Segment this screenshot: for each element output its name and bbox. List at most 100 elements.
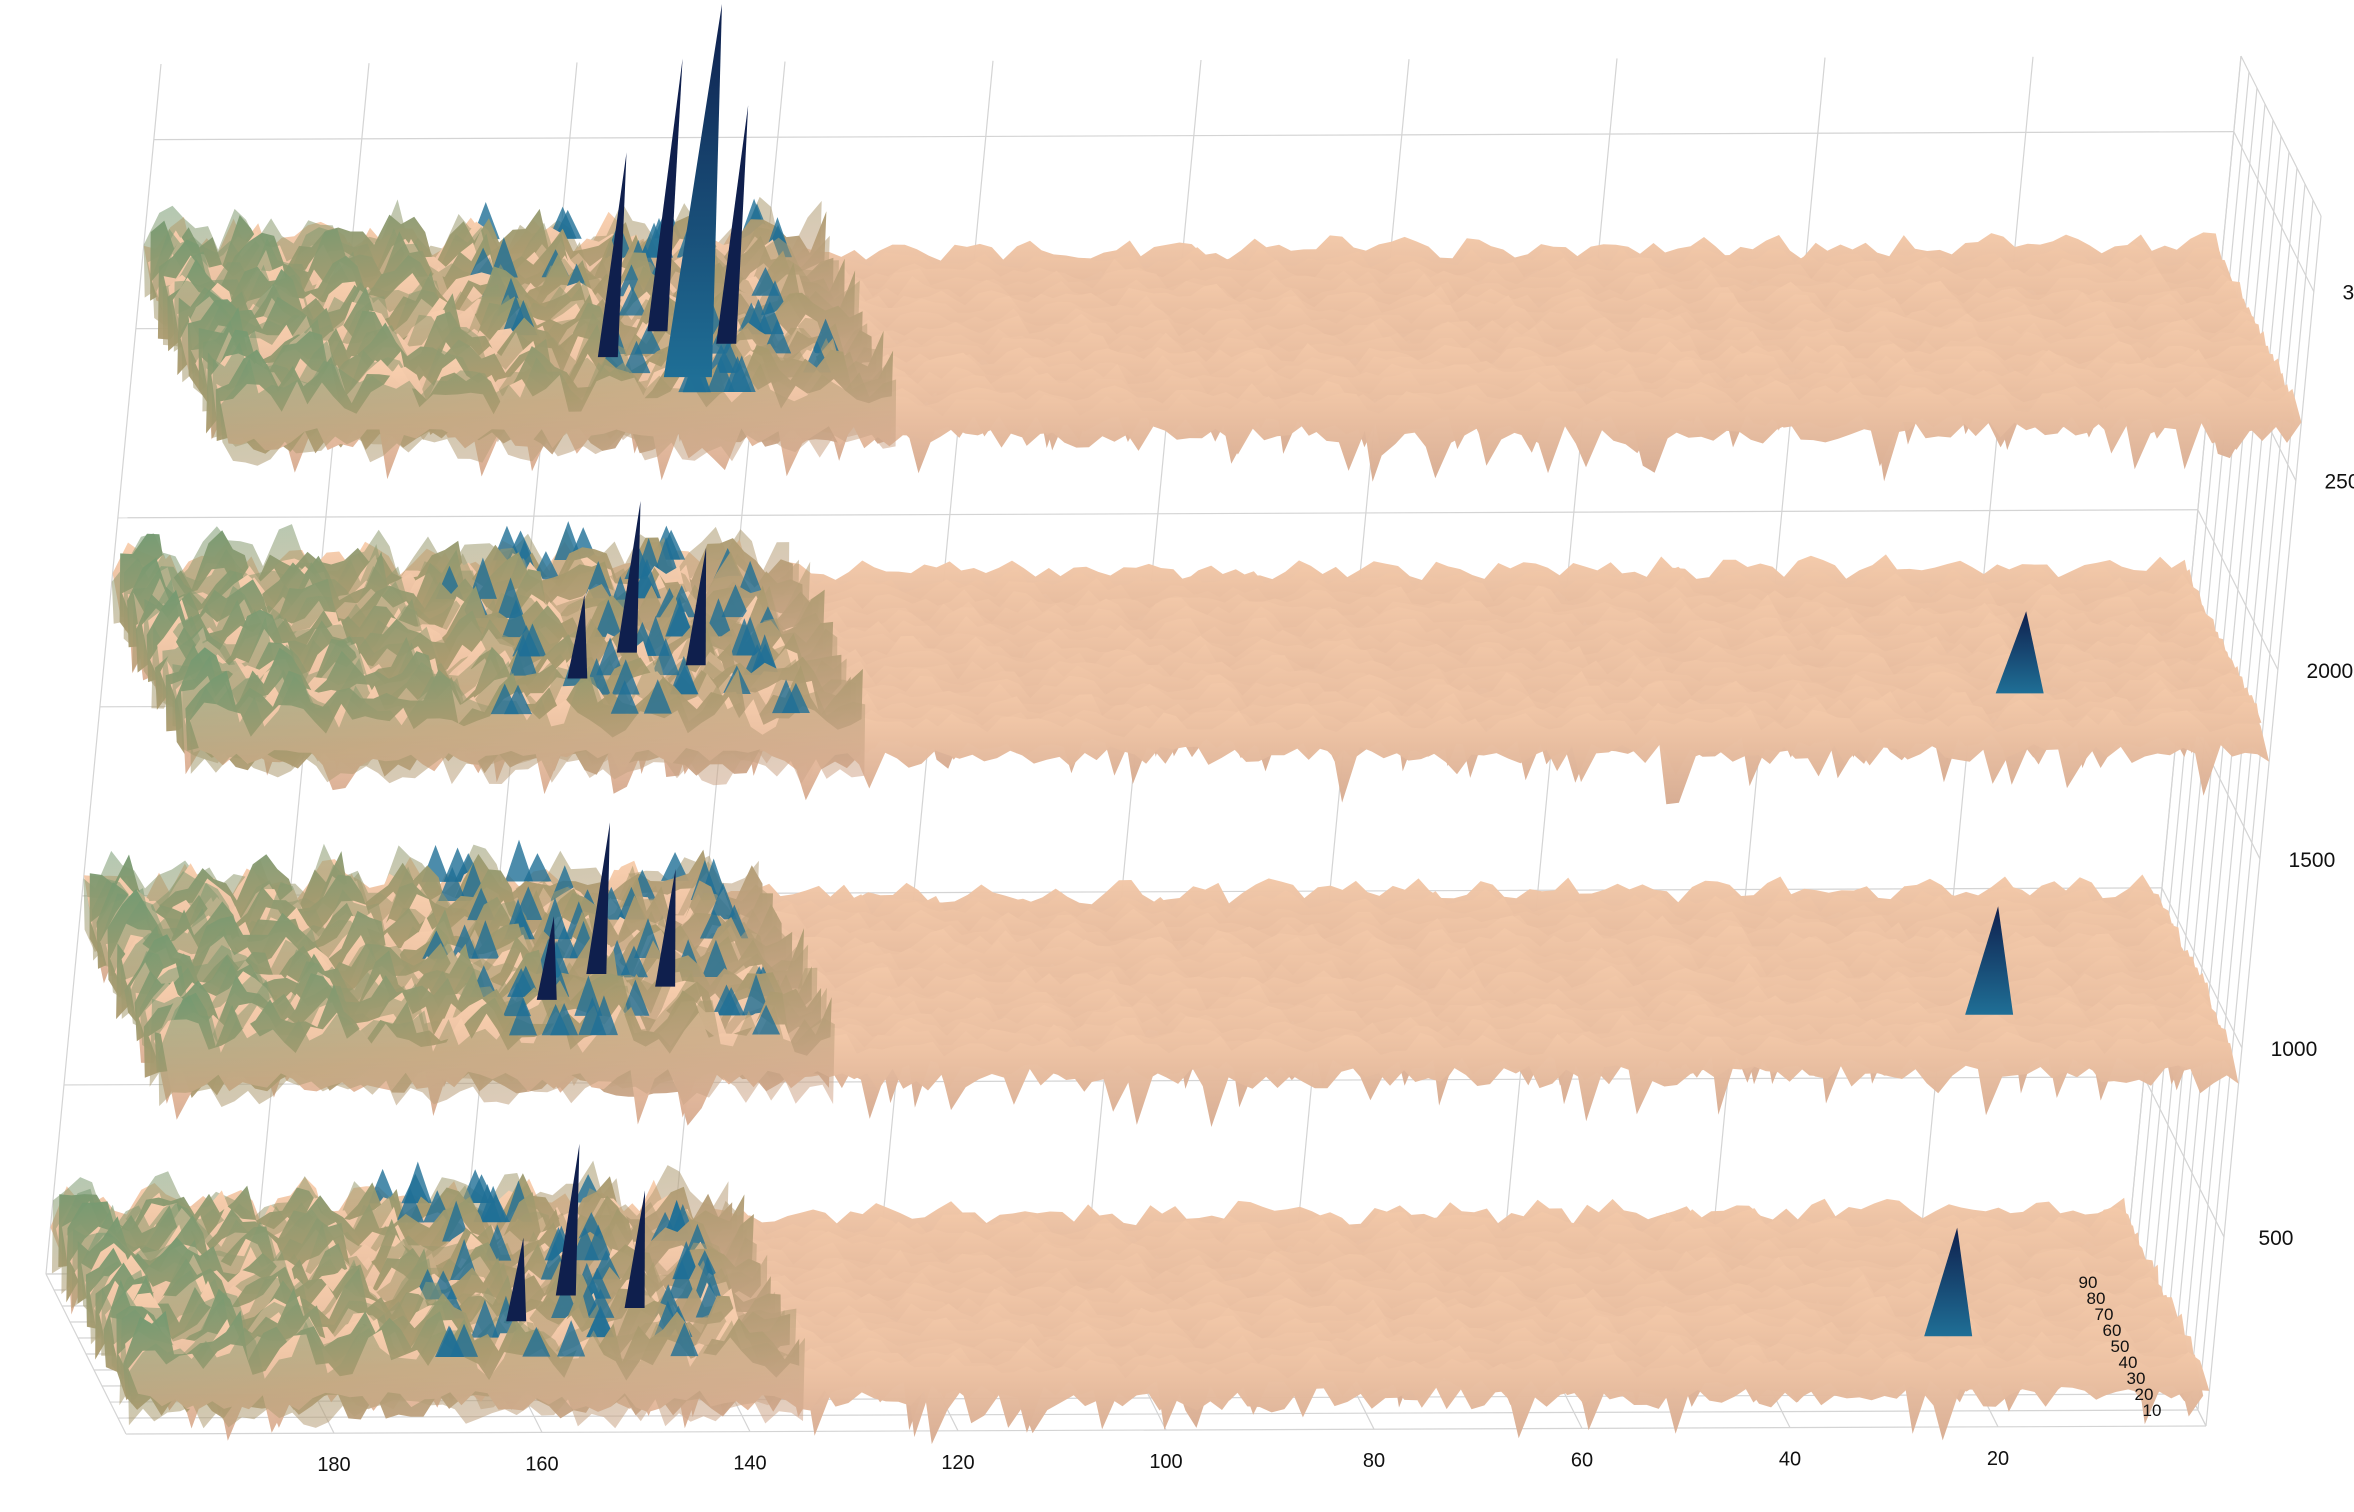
- peak-spike: [586, 822, 610, 975]
- y-tick-label: 90: [2079, 1273, 2098, 1292]
- peak-spike: [536, 916, 557, 1000]
- y-tick-label: 70: [2095, 1305, 2114, 1324]
- side-wall-grid-line: [2240, 55, 2322, 217]
- peak-spike: [567, 594, 588, 679]
- surface-layer-4: [143, 3, 2302, 482]
- teal-ridge: [736, 560, 765, 598]
- back-wall-grid-line: [45, 63, 162, 1275]
- z-tick-label: 2500: [2324, 471, 2354, 494]
- peak-spike: [647, 58, 683, 332]
- teal-ridge: [584, 1224, 613, 1261]
- teal-ridge: [619, 945, 648, 978]
- y-tick-label: 60: [2103, 1321, 2122, 1340]
- peak-spike: [555, 1143, 580, 1296]
- floor-grid-line: [125, 1425, 2207, 1435]
- teal-ridge: [667, 1260, 696, 1299]
- surface-strip-mixed: [128, 1316, 805, 1429]
- side-wall-grid-line: [2205, 215, 2322, 1427]
- side-wall-grid-line: [2173, 151, 2290, 1363]
- peak-spike: [506, 1237, 527, 1322]
- x-tick-label: 40: [1779, 1449, 1801, 1471]
- teal-ridge: [540, 897, 569, 940]
- surface-layers: [50, 3, 2302, 1445]
- teal-ridge: [557, 1320, 586, 1357]
- x-tick-label: 180: [317, 1454, 350, 1476]
- peak-spike: [597, 152, 627, 358]
- surface-strip: [220, 364, 2302, 482]
- teal-ridge: [717, 987, 746, 1016]
- peak: [1924, 1227, 1973, 1337]
- teal-ridge: [701, 939, 730, 977]
- teal-ridge: [490, 683, 519, 715]
- teal-ridge: [618, 286, 647, 316]
- teal-ridge: [442, 1200, 471, 1242]
- side-wall-grid-line: [2233, 131, 2315, 292]
- z-tick-label: 2000: [2307, 660, 2354, 683]
- y-tick-label: 20: [2135, 1385, 2154, 1404]
- side-wall-grid-line: [2143, 1076, 2225, 1238]
- teal-ridge: [584, 560, 613, 599]
- teal-ridge: [772, 679, 801, 714]
- peak-spike: [685, 547, 707, 666]
- teal-ridge: [522, 1326, 551, 1357]
- teal-ridge: [661, 851, 690, 881]
- teal-ridge: [509, 998, 538, 1036]
- teal-ridge: [670, 1322, 699, 1357]
- peak-spike: [655, 868, 676, 987]
- teal-ridge: [709, 882, 738, 920]
- floor-grid-line: [117, 1409, 2199, 1419]
- side-wall-grid-line: [2197, 509, 2279, 671]
- teal-ridge: [643, 679, 672, 714]
- teal-ridge: [622, 340, 651, 374]
- z-tick-label: 1500: [2289, 849, 2336, 872]
- teal-ridge: [554, 521, 583, 561]
- teal-ridge: [502, 599, 531, 638]
- teal-ridge: [742, 973, 771, 1016]
- x-tick-label: 140: [733, 1453, 766, 1475]
- teal-ridge: [665, 596, 694, 637]
- y-tick-label: 50: [2111, 1337, 2130, 1356]
- teal-ridge: [471, 920, 500, 959]
- teal-ridge: [450, 924, 479, 959]
- peak: [663, 3, 722, 378]
- teal-ridge: [730, 618, 759, 656]
- teal-ridge: [473, 1183, 502, 1223]
- teal-ridge: [438, 866, 467, 902]
- teal-ridge: [396, 1188, 425, 1223]
- teal-ridge: [610, 680, 639, 714]
- z-tick-label: 500: [2258, 1227, 2293, 1250]
- x-tick-label: 120: [941, 1452, 974, 1474]
- teal-ridge: [634, 324, 663, 354]
- peak: [1995, 611, 2044, 694]
- teal-ridge: [470, 1299, 499, 1338]
- side-wall-grid-line: [2161, 887, 2243, 1049]
- peak: [1965, 906, 2014, 1015]
- surface-layer-1: [50, 1143, 2210, 1445]
- x-tick-label: 160: [525, 1453, 558, 1475]
- z-tick-label: 3000: [2342, 282, 2354, 305]
- teal-ridge: [693, 1256, 722, 1299]
- surface-strip-mixed: [158, 994, 835, 1107]
- y-tick-label: 80: [2087, 1289, 2106, 1308]
- surface-layer-3: [111, 500, 2270, 805]
- teal-ridge: [727, 355, 756, 392]
- teal-ridge: [752, 1004, 781, 1035]
- teal-ridge: [596, 637, 625, 676]
- surface-layer-2: [83, 822, 2239, 1127]
- surface-strip-mixed: [190, 675, 866, 786]
- teal-ridge: [489, 237, 518, 278]
- surface-strip-mixed: [219, 357, 897, 466]
- surface-strip: [128, 1329, 2210, 1445]
- peak-spike: [624, 1190, 646, 1309]
- teal-ridge: [721, 584, 750, 618]
- x-tick-label: 80: [1363, 1450, 1385, 1472]
- teal-ridge: [541, 1004, 570, 1036]
- peak-spike: [616, 500, 641, 653]
- peak-spike: [716, 105, 749, 344]
- y-tick-label: 10: [2143, 1401, 2162, 1420]
- teal-ridge: [611, 659, 640, 695]
- back-wall-grid-line: [153, 131, 2234, 141]
- teal-ridge: [450, 1323, 479, 1357]
- back-wall-grid-line: [117, 509, 2198, 519]
